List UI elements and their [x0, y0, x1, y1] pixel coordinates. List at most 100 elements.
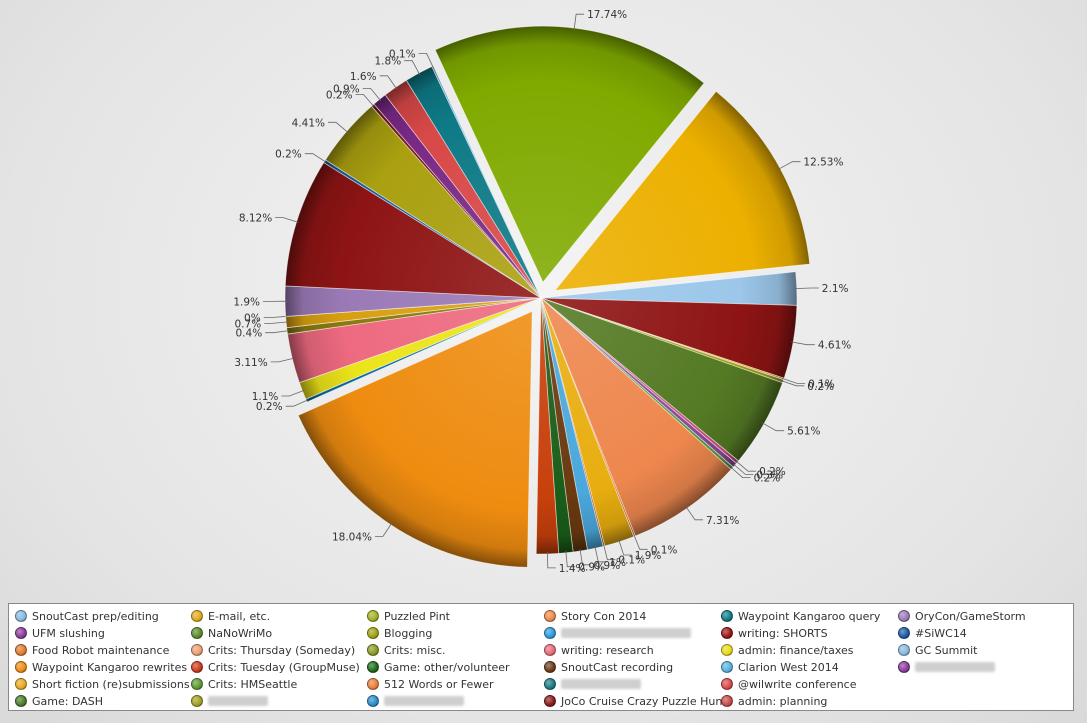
legend-swatch-icon	[898, 661, 910, 673]
label-leader-line	[547, 551, 556, 569]
label-leader-line	[618, 539, 632, 556]
legend-label: Crits: Thursday (Someday)	[208, 643, 356, 657]
legend-item[interactable]: @wilwrite conference	[721, 676, 857, 692]
label-leader-line	[781, 380, 805, 387]
label-leader-line	[375, 522, 393, 537]
slice-data-label: 0.1%	[651, 544, 678, 556]
slice-data-label: 18.04%	[332, 531, 372, 543]
label-leader-line	[285, 399, 309, 407]
legend-item[interactable]	[367, 693, 464, 709]
legend-label: SnoutCast recording	[561, 660, 674, 674]
legend-item[interactable]	[898, 659, 995, 675]
legend-label: Game: other/volunteer	[384, 660, 510, 674]
slice-data-label: 5.61%	[787, 426, 820, 438]
legend-item[interactable]: 512 Words or Fewer	[367, 676, 494, 692]
legend-label: Food Robot maintenance	[32, 643, 170, 657]
legend-item[interactable]: Crits: Tuesday (GroupMuse)	[191, 659, 360, 675]
label-leader-line	[404, 60, 421, 75]
legend-swatch-icon	[367, 695, 379, 707]
label-leader-line	[794, 287, 819, 289]
legend-item[interactable]: Short fiction (re)submissions	[15, 676, 190, 692]
legend-swatch-icon	[721, 678, 733, 690]
label-leader-line	[594, 546, 607, 563]
label-leader-line	[733, 463, 754, 475]
label-leader-line	[565, 550, 576, 568]
legend-item[interactable]: Crits: Thursday (Someday)	[191, 642, 355, 658]
legend-swatch-icon	[898, 610, 910, 622]
legend-swatch-icon	[191, 610, 203, 622]
legend-item[interactable]: Story Con 2014	[544, 608, 646, 624]
legend-label: Game: DASH	[32, 694, 104, 708]
legend-label: JoCo Cruise Crazy Puzzle Hunt	[561, 694, 727, 708]
redacted-legend-label	[208, 696, 268, 706]
slice-data-label: 1.1%	[252, 391, 279, 403]
legend-item[interactable]: Crits: misc.	[367, 642, 446, 658]
label-leader-line	[633, 534, 648, 550]
legend-item[interactable]: Waypoint Kangaroo query	[721, 608, 880, 624]
slice-data-label: 0.2%	[275, 149, 302, 161]
legend-item[interactable]: UFM slushing	[15, 625, 105, 641]
legend-item[interactable]: Game: other/volunteer	[367, 659, 510, 675]
redacted-legend-label	[384, 696, 464, 706]
legend-swatch-icon	[191, 644, 203, 656]
legend-swatch-icon	[721, 695, 733, 707]
legend-item[interactable]: E-mail, etc.	[191, 608, 270, 624]
legend-item[interactable]: admin: finance/taxes	[721, 642, 854, 658]
legend-label: admin: planning	[738, 694, 828, 708]
slice-data-label: 4.41%	[292, 117, 325, 129]
slice-data-label: 0.2%	[326, 90, 353, 102]
label-leader-line	[281, 389, 305, 397]
legend-item[interactable]: admin: planning	[721, 693, 827, 709]
legend-item[interactable]: Food Robot maintenance	[15, 642, 169, 658]
slice-data-label: 17.74%	[587, 9, 627, 21]
slice-data-label: 0.2%	[807, 381, 834, 393]
pie-chart: 2.1%4.61%0.1%0.2%5.61%0.2%0.3%0.2%7.31%0…	[233, 9, 851, 575]
legend-swatch-icon	[898, 627, 910, 639]
legend-label: 512 Words or Fewer	[384, 677, 494, 691]
label-leader-line	[379, 75, 398, 90]
label-leader-line	[362, 88, 382, 102]
slice-data-label: 0.4%	[236, 328, 263, 340]
legend-item[interactable]: Puzzled Pint	[367, 608, 450, 624]
legend-item[interactable]	[544, 625, 691, 641]
legend-item[interactable]: Crits: HMSeattle	[191, 676, 297, 692]
legend-item[interactable]: SnoutCast prep/editing	[15, 608, 159, 624]
legend-swatch-icon	[191, 661, 203, 673]
legend-item[interactable]: Game: DASH	[15, 693, 103, 709]
legend-swatch-icon	[367, 644, 379, 656]
label-leader-line	[579, 548, 591, 566]
legend-swatch-icon	[721, 661, 733, 673]
label-leader-line	[418, 53, 434, 69]
legend-item[interactable]	[191, 693, 268, 709]
redacted-legend-label	[561, 679, 641, 689]
legend-item[interactable]: JoCo Cruise Crazy Puzzle Hunt	[544, 693, 727, 709]
legend-item[interactable]: Waypoint Kangaroo rewrites	[15, 659, 187, 675]
slice-data-label: 0.1%	[389, 48, 416, 60]
legend-swatch-icon	[367, 610, 379, 622]
legend-label: Crits: misc.	[384, 643, 446, 657]
slice-data-label: 1.6%	[350, 71, 377, 83]
legend-swatch-icon	[544, 610, 556, 622]
legend-label: UFM slushing	[32, 626, 105, 640]
label-leader-line	[275, 217, 299, 223]
legend-item[interactable]: writing: SHORTS	[721, 625, 828, 641]
legend-item[interactable]	[544, 676, 641, 692]
legend-label: writing: SHORTS	[738, 626, 828, 640]
legend-item[interactable]: OryCon/GameStorm	[898, 608, 1026, 624]
legend-item[interactable]: #SiWC14	[898, 625, 967, 641]
legend-item[interactable]: Blogging	[367, 625, 432, 641]
legend-item[interactable]: writing: research	[544, 642, 654, 658]
legend-item[interactable]: NaNoWriMo	[191, 625, 272, 641]
legend-swatch-icon	[721, 644, 733, 656]
legend-item[interactable]: Clarion West 2014	[721, 659, 839, 675]
legend-swatch-icon	[191, 695, 203, 707]
label-leader-line	[685, 506, 703, 521]
legend-swatch-icon	[191, 678, 203, 690]
legend-label: GC Summit	[915, 643, 978, 657]
legend-item[interactable]: SnoutCast recording	[544, 659, 673, 675]
slice-data-label: 0.2%	[256, 401, 283, 413]
label-leader-line	[735, 460, 757, 472]
legend-item[interactable]: GC Summit	[898, 642, 977, 658]
legend-swatch-icon	[367, 678, 379, 690]
